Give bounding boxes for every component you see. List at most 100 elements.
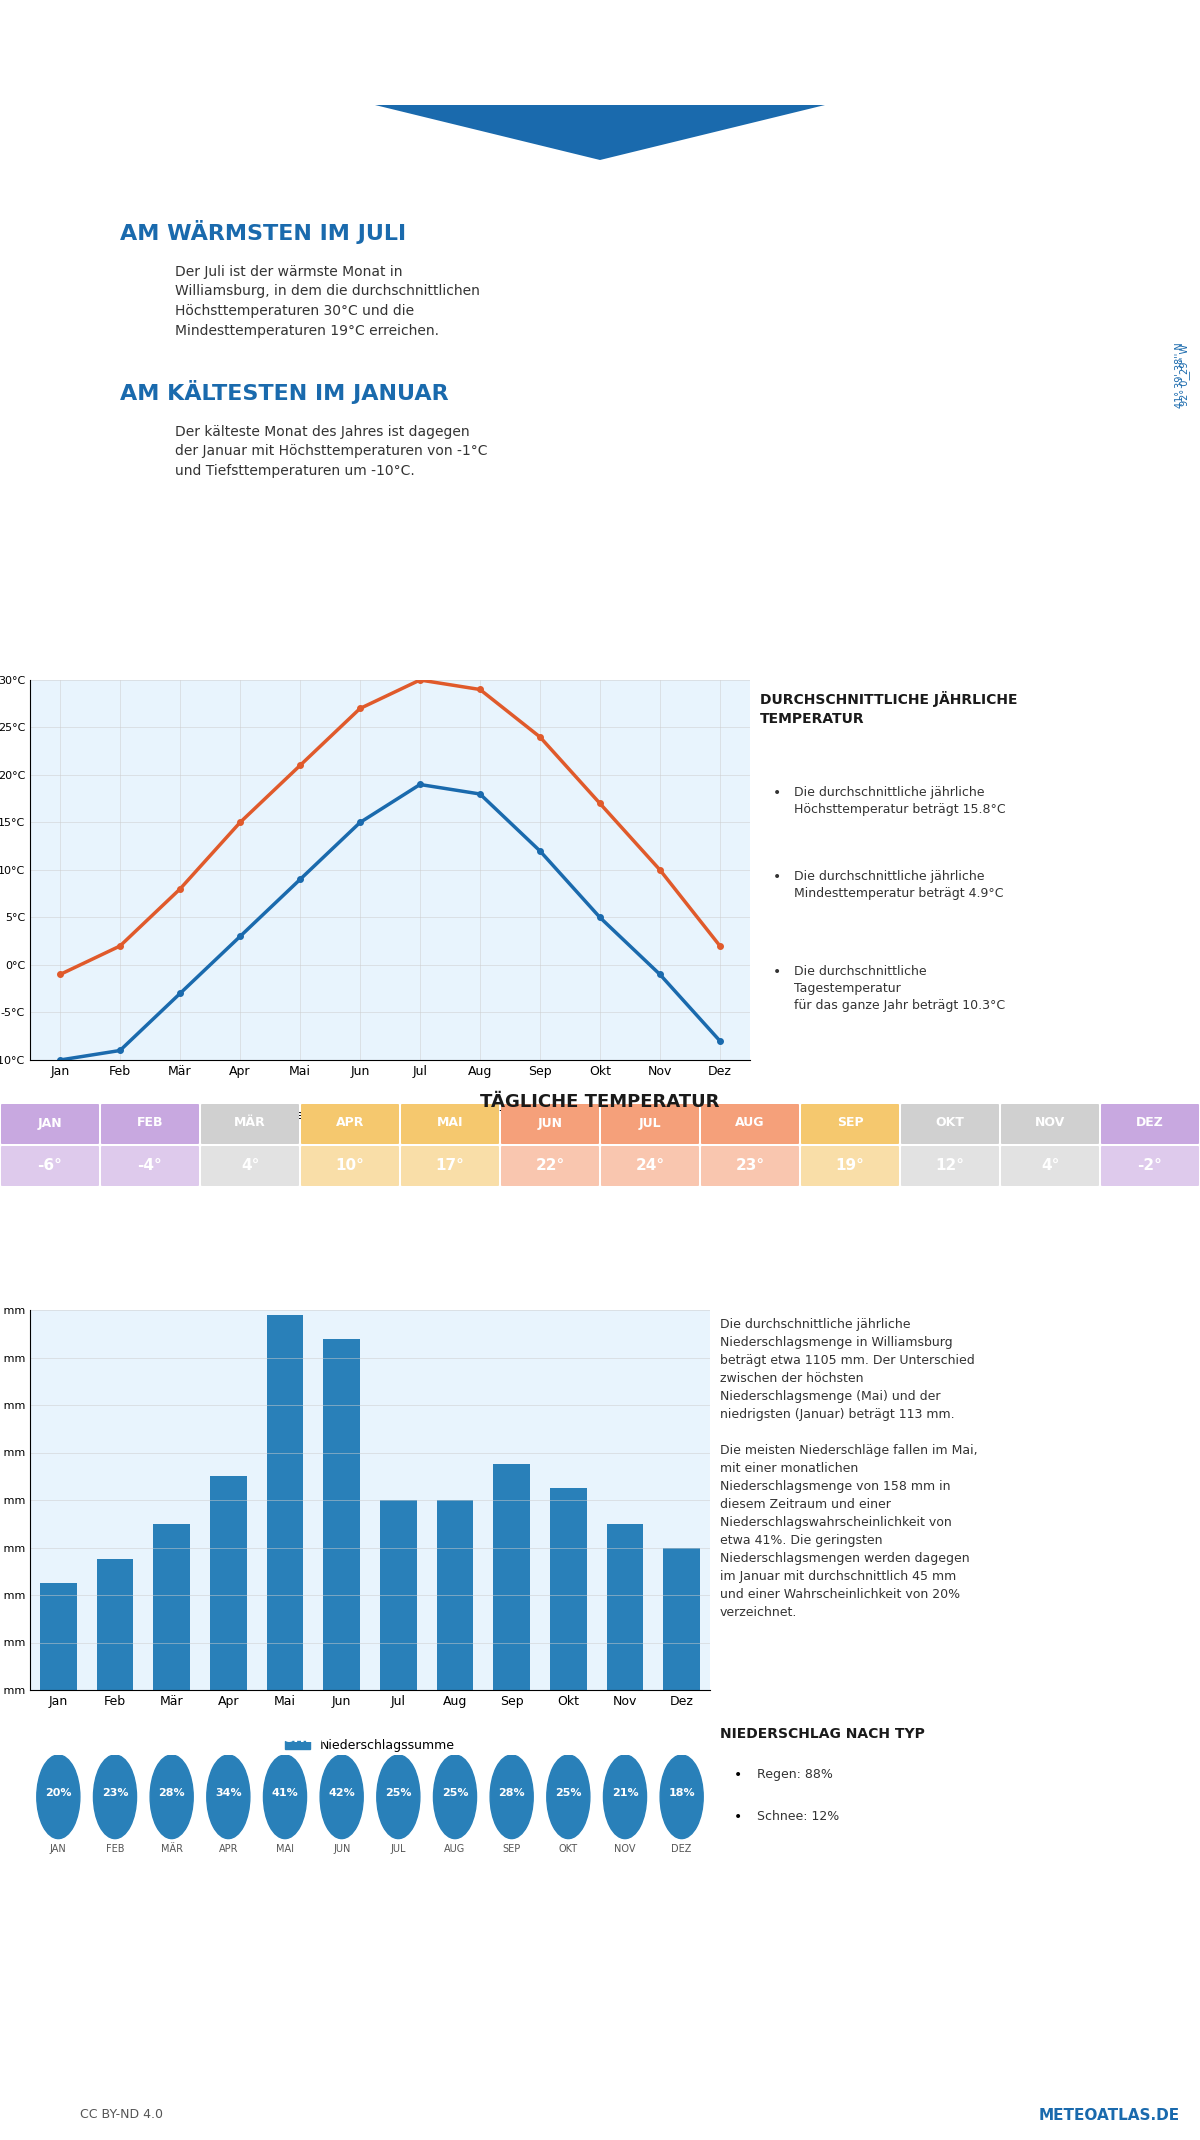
Maximale Temperatur [293, 753, 307, 779]
Maximale Temperatur [233, 809, 247, 835]
Text: -6°: -6° [37, 1158, 62, 1173]
Text: TÄGLICHE TEMPERATUR: TÄGLICHE TEMPERATUR [480, 1094, 720, 1111]
FancyBboxPatch shape [301, 1104, 398, 1145]
Text: Schnee: 12%: Schnee: 12% [757, 1810, 839, 1823]
Circle shape [660, 1755, 703, 1838]
Legend: Maximale Temperatur, Minimale Temperatur: Maximale Temperatur, Minimale Temperatur [203, 1104, 577, 1128]
Text: NIEDERSCHLAG NACH TYP: NIEDERSCHLAG NACH TYP [720, 1727, 925, 1742]
Text: 4°: 4° [241, 1158, 259, 1173]
Text: AUG: AUG [736, 1117, 764, 1130]
Text: 41%: 41% [271, 1789, 299, 1798]
Maximale Temperatur [593, 790, 607, 815]
Circle shape [150, 1755, 193, 1838]
Text: 28%: 28% [498, 1789, 524, 1798]
FancyBboxPatch shape [1001, 1147, 1099, 1186]
FancyBboxPatch shape [301, 1147, 398, 1186]
Text: 42%: 42% [329, 1789, 355, 1798]
Text: AM KÄLTESTEN IM JANUAR: AM KÄLTESTEN IM JANUAR [120, 381, 449, 404]
Text: Der Juli ist der wärmste Monat in
Williamsburg, in dem die durchschnittlichen
Hö: Der Juli ist der wärmste Monat in Willia… [175, 265, 480, 338]
Circle shape [433, 1755, 476, 1838]
Text: JUL: JUL [390, 1843, 406, 1853]
Text: MÄR: MÄR [161, 1843, 182, 1853]
FancyBboxPatch shape [101, 1104, 199, 1145]
Text: OKT: OKT [559, 1843, 578, 1853]
FancyBboxPatch shape [701, 1147, 799, 1186]
FancyBboxPatch shape [1, 1104, 98, 1145]
FancyBboxPatch shape [901, 1104, 998, 1145]
Text: MAI: MAI [437, 1117, 463, 1130]
Text: Regen: 88%: Regen: 88% [757, 1768, 833, 1780]
Text: MAI: MAI [276, 1843, 294, 1853]
Maximale Temperatur [353, 696, 367, 721]
Minimale Temperatur [653, 961, 667, 987]
Text: CC BY-ND 4.0: CC BY-ND 4.0 [80, 2108, 163, 2121]
Text: 19°: 19° [835, 1158, 864, 1173]
Text: 25%: 25% [556, 1789, 582, 1798]
Text: FEB: FEB [106, 1843, 125, 1853]
Maximale Temperatur [53, 961, 67, 987]
Minimale Temperatur [473, 781, 487, 807]
Text: DURCHSCHNITTLICHE JÄHRLICHE
TEMPERATUR: DURCHSCHNITTLICHE JÄHRLICHE TEMPERATUR [760, 691, 1018, 725]
FancyBboxPatch shape [601, 1104, 698, 1145]
FancyBboxPatch shape [901, 1147, 998, 1186]
Minimale Temperatur [53, 1046, 67, 1072]
Text: SEP: SEP [836, 1117, 863, 1130]
Maximale Temperatur [653, 858, 667, 884]
Maximale Temperatur [173, 875, 187, 901]
Text: JUL: JUL [638, 1117, 661, 1130]
Circle shape [604, 1755, 647, 1838]
Text: SEP: SEP [503, 1843, 521, 1853]
Text: 34%: 34% [215, 1789, 241, 1798]
Bar [323, 1338, 360, 1691]
FancyBboxPatch shape [202, 1147, 299, 1186]
Text: JAN: JAN [37, 1117, 62, 1130]
Circle shape [320, 1755, 364, 1838]
Text: •: • [773, 965, 781, 978]
FancyBboxPatch shape [701, 1104, 799, 1145]
FancyBboxPatch shape [802, 1147, 899, 1186]
Text: 4°: 4° [1040, 1158, 1060, 1173]
Text: NOV: NOV [1034, 1117, 1066, 1130]
Text: 41° 39' 38'' N: 41° 39' 38'' N [1175, 342, 1186, 409]
Text: Der kälteste Monat des Jahres ist dagegen
der Januar mit Höchsttemperaturen von : Der kälteste Monat des Jahres ist dagege… [175, 426, 487, 477]
Maximale Temperatur [533, 723, 547, 749]
Circle shape [264, 1755, 306, 1838]
Circle shape [490, 1755, 533, 1838]
Bar [154, 1524, 190, 1691]
Text: FEB: FEB [137, 1117, 163, 1130]
Text: AM WÄRMSTEN IM JULI: AM WÄRMSTEN IM JULI [120, 220, 406, 244]
Maximale Temperatur [713, 933, 727, 959]
Line: Maximale Temperatur: Maximale Temperatur [58, 676, 722, 978]
Minimale Temperatur [713, 1027, 727, 1053]
Text: 24°: 24° [636, 1158, 665, 1173]
Bar [40, 1584, 77, 1691]
Text: TEMPERATUR: TEMPERATUR [454, 606, 746, 644]
Text: DEZ: DEZ [1136, 1117, 1164, 1130]
Text: •: • [734, 1768, 742, 1783]
Bar [96, 1560, 133, 1691]
Text: -4°: -4° [138, 1158, 162, 1173]
Legend: Niederschlagssumme: Niederschlagssumme [280, 1733, 460, 1757]
Circle shape [94, 1755, 137, 1838]
Text: JUN: JUN [538, 1117, 563, 1130]
Text: OKT: OKT [936, 1117, 965, 1130]
Text: 92° 0' 29'' W: 92° 0' 29'' W [1180, 345, 1190, 407]
Text: DEZ: DEZ [672, 1843, 692, 1853]
Text: AUG: AUG [444, 1843, 466, 1853]
Text: •: • [734, 1810, 742, 1823]
FancyBboxPatch shape [101, 1147, 199, 1186]
Text: Die durchschnittliche jährliche
Mindesttemperatur beträgt 4.9°C: Die durchschnittliche jährliche Mindestt… [793, 871, 1003, 901]
Text: METEOATLAS.DE: METEOATLAS.DE [1039, 2108, 1180, 2123]
FancyBboxPatch shape [502, 1104, 599, 1145]
Text: 25%: 25% [442, 1789, 468, 1798]
FancyBboxPatch shape [202, 1104, 299, 1145]
Bar [437, 1500, 474, 1691]
Minimale Temperatur [293, 867, 307, 892]
Text: -2°: -2° [1138, 1158, 1163, 1173]
Circle shape [377, 1755, 420, 1838]
Text: •: • [773, 785, 781, 800]
Text: 17°: 17° [436, 1158, 464, 1173]
Text: Die durchschnittliche jährliche
Höchsttemperatur beträgt 15.8°C: Die durchschnittliche jährliche Höchstte… [793, 785, 1006, 815]
Bar [550, 1487, 587, 1691]
Text: 21%: 21% [612, 1789, 638, 1798]
